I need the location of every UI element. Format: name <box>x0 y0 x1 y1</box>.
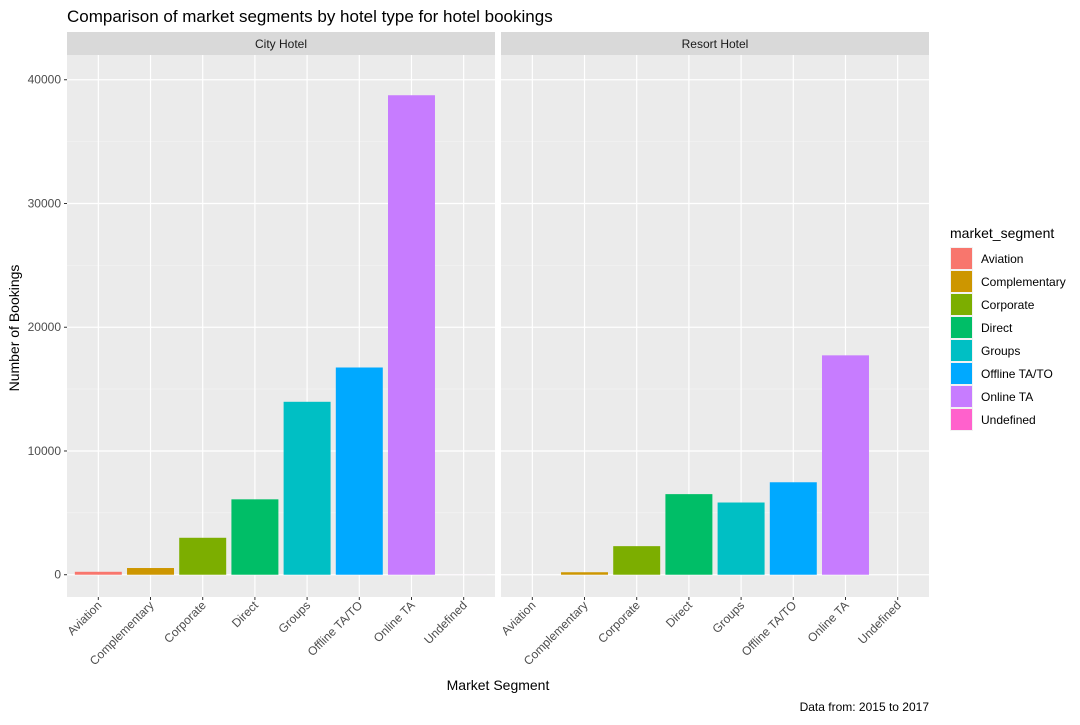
y-tick-label: 30000 <box>28 196 62 210</box>
y-tick-label: 20000 <box>28 320 62 334</box>
x-tick-label: Direct <box>663 598 696 631</box>
legend-label: Direct <box>981 321 1013 335</box>
y-tick-label: 0 <box>54 568 61 582</box>
legend-swatch-corporate <box>951 294 972 315</box>
x-tick-label: Groups <box>709 598 747 636</box>
bar-groups <box>718 503 765 575</box>
bar-direct <box>665 494 712 575</box>
bar-corporate <box>613 546 660 575</box>
x-tick-label: Online TA <box>371 598 418 645</box>
y-axis-title: Number of Bookings <box>6 265 22 392</box>
legend-swatch-online-ta <box>951 386 972 407</box>
x-tick-label: Groups <box>275 598 313 636</box>
legend-swatch-groups <box>951 340 972 361</box>
x-tick-label: Aviation <box>498 598 538 638</box>
legend-label: Online TA <box>981 390 1033 404</box>
legend-swatch-complementary <box>951 271 972 292</box>
bar-direct <box>231 499 278 574</box>
legend-label: Aviation <box>981 252 1023 266</box>
chart-title: Comparison of market segments by hotel t… <box>67 7 553 26</box>
legend-title: market_segment <box>950 225 1054 241</box>
bar-complementary <box>127 568 174 575</box>
x-tick-label: Corporate <box>161 598 209 646</box>
bar-offline-ta-to <box>336 367 383 574</box>
bar-aviation <box>75 572 122 575</box>
x-tick-label: Offline TA/TO <box>305 598 366 659</box>
y-axis: 0 10000 20000 30000 40000 <box>28 73 67 582</box>
legend-swatch-offline-ta-to <box>951 363 972 384</box>
legend-swatch-direct <box>951 317 972 338</box>
bar-complementary <box>561 572 608 574</box>
panel-strip-label: Resort Hotel <box>682 37 749 51</box>
caption: Data from: 2015 to 2017 <box>800 700 930 714</box>
legend-label: Undefined <box>981 413 1036 427</box>
panel-strip-label: City Hotel <box>255 37 307 51</box>
y-tick-label: 10000 <box>28 444 62 458</box>
x-tick-label: Aviation <box>64 598 104 638</box>
bar-groups <box>284 402 331 575</box>
x-tick-label: Offline TA/TO <box>739 598 800 659</box>
bar-corporate <box>179 538 226 575</box>
x-tick-label: Undefined <box>421 598 470 647</box>
x-tick-label: Online TA <box>805 598 852 645</box>
legend-label: Offline TA/TO <box>981 367 1053 381</box>
bar-online-ta <box>822 355 869 574</box>
legend-label: Complementary <box>981 275 1066 289</box>
legend-swatch-undefined <box>951 409 972 430</box>
x-tick-label: Direct <box>229 598 262 631</box>
legend-swatch-aviation <box>951 248 972 269</box>
legend-label: Corporate <box>981 298 1035 312</box>
y-tick-label: 40000 <box>28 73 62 87</box>
x-tick-label: Corporate <box>595 598 643 646</box>
x-tick-label: Undefined <box>855 598 904 647</box>
bar-offline-ta-to <box>770 482 817 574</box>
legend: market_segment Aviation Complementary Corp… <box>950 225 1066 431</box>
x-axis-title: Market Segment <box>447 677 550 693</box>
bar-online-ta <box>388 95 435 574</box>
legend-label: Groups <box>981 344 1020 358</box>
